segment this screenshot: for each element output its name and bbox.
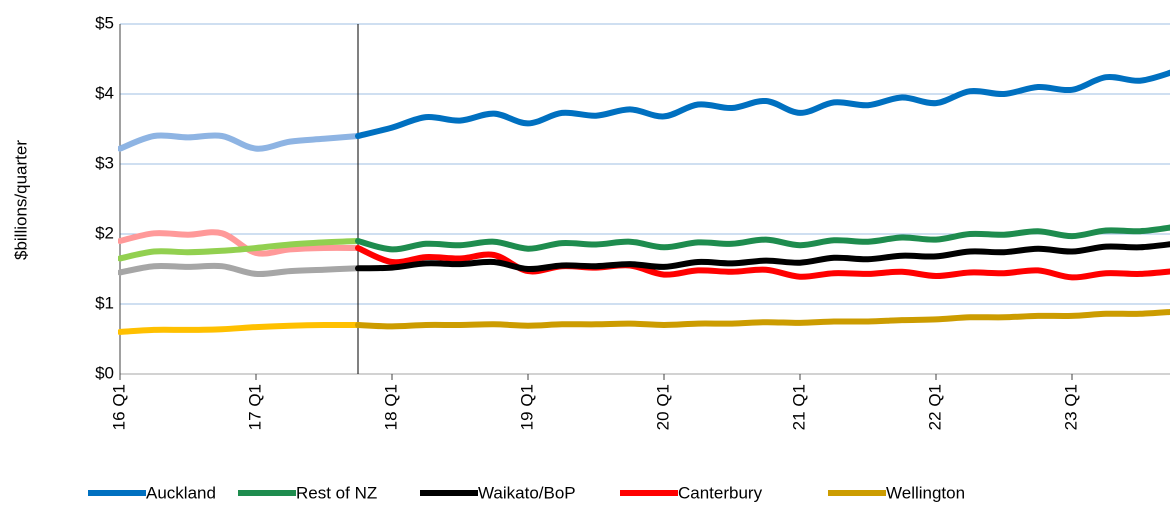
y-tick-label: $0: [95, 363, 114, 382]
x-tick-label: 19 Q1: [517, 384, 536, 430]
forecast-line: [355, 308, 1170, 330]
y-tick-label: $1: [95, 293, 114, 312]
x-tick-label: 16 Q1: [109, 384, 128, 430]
legend-label: Auckland: [146, 483, 216, 502]
forecast-line: [355, 241, 1170, 273]
plot-lines: [118, 69, 1170, 335]
history-line: [118, 132, 361, 152]
y-tick-label: $5: [95, 13, 114, 32]
y-tick-label: $2: [95, 223, 114, 242]
legend-label: Waikato/BoP: [478, 483, 576, 502]
legend-label: Wellington: [886, 483, 965, 502]
history-line: [118, 262, 361, 278]
x-tick-label: 20 Q1: [653, 384, 672, 430]
forecast-line: [355, 245, 1170, 281]
y-tick-label: $4: [95, 83, 114, 102]
forecast-line: [355, 224, 1170, 253]
forecast-line: [355, 69, 1170, 139]
legend-label: Rest of NZ: [296, 483, 377, 502]
y-tick-label: $3: [95, 153, 114, 172]
x-tick-label: 21 Q1: [789, 384, 808, 430]
history-line: [118, 321, 361, 335]
history-line: [118, 229, 361, 257]
x-tick-label: 22 Q1: [925, 384, 944, 430]
x-tick-label: 17 Q1: [245, 384, 264, 430]
x-tick-label: 18 Q1: [381, 384, 400, 430]
x-tick-label: 23 Q1: [1061, 384, 1080, 430]
history-line: [118, 238, 361, 262]
y-axis-title: $billions/quarter: [11, 140, 30, 260]
legend-label: Canterbury: [678, 483, 763, 502]
